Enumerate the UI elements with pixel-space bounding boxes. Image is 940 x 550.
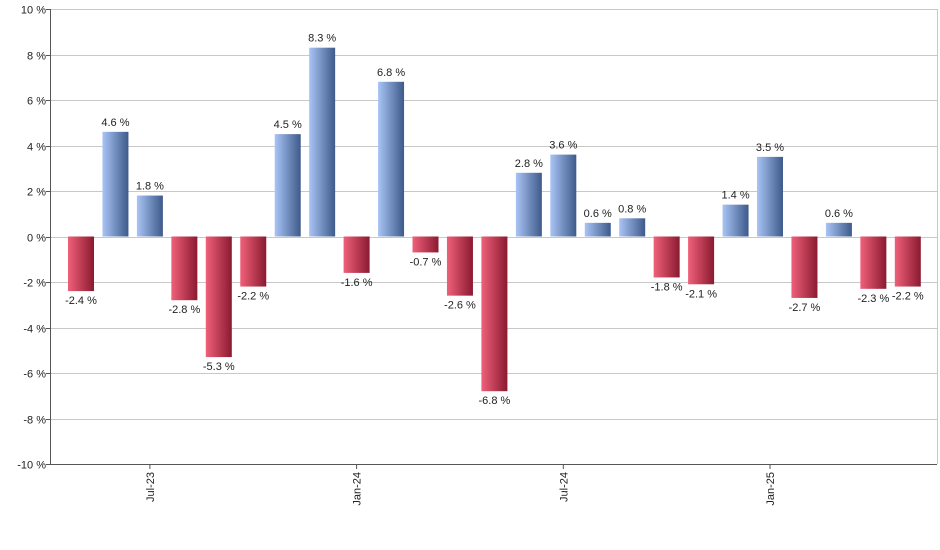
y-tick-label: 0 % — [27, 233, 46, 245]
y-tick-label: 6 % — [27, 96, 46, 108]
data-label: -2.2 % — [892, 291, 924, 303]
y-tick-label: -10 % — [17, 460, 46, 472]
axes: 10 % 8 % 6 % 4 % 2 % 0 % -2 % -4 % -6 % -8 % -10 %… — [17, 5, 937, 506]
x-tick-label: Jul-24 — [558, 472, 570, 502]
data-label: 1.8 % — [136, 181, 164, 193]
bar — [825, 222, 852, 237]
data-label: 4.6 % — [101, 117, 129, 129]
bar — [584, 222, 611, 237]
data-label: 8.3 % — [308, 33, 336, 45]
bar — [171, 236, 198, 301]
y-tick-label: -2 % — [23, 278, 46, 290]
bar — [378, 81, 405, 237]
bar — [240, 236, 267, 287]
data-label: 0.8 % — [618, 203, 646, 215]
data-label: -2.3 % — [857, 293, 889, 305]
data-labels: -2.4 % 4.6 % 1.8 % -2.8 % -5.3 % -2.2 % 4.5 % 8… — [65, 33, 924, 408]
bar — [515, 172, 542, 237]
data-label: -6.8 % — [479, 395, 511, 407]
data-label: -2.7 % — [789, 302, 821, 314]
y-tick-label: -6 % — [23, 369, 46, 381]
data-label: 1.4 % — [721, 190, 749, 202]
data-label: 3.6 % — [549, 140, 577, 152]
bar — [343, 236, 370, 273]
bar — [205, 236, 232, 358]
bar — [757, 156, 783, 237]
bar — [412, 236, 439, 253]
data-label: -0.7 % — [410, 256, 442, 268]
data-label: 0.6 % — [584, 208, 612, 220]
bar — [894, 236, 921, 287]
x-tick-label: Jan-25 — [765, 472, 777, 506]
y-tick-label: -8 % — [23, 415, 46, 427]
bar — [619, 218, 646, 237]
bar — [791, 236, 818, 298]
y-tick-label: 10 % — [21, 5, 46, 17]
bar — [481, 236, 508, 392]
x-tick-label: Jul-23 — [145, 472, 157, 502]
data-label: 4.5 % — [274, 119, 302, 131]
bars — [68, 47, 921, 392]
data-label: -1.8 % — [651, 281, 683, 293]
y-tick-label: 4 % — [27, 142, 46, 154]
data-label: -2.4 % — [65, 295, 97, 307]
x-tick-label: Jan-24 — [352, 472, 364, 506]
data-label: -2.2 % — [237, 291, 269, 303]
y-tick-label: -4 % — [23, 324, 46, 336]
data-label: -2.8 % — [168, 304, 200, 316]
data-label: 0.6 % — [825, 208, 853, 220]
data-label: 6.8 % — [377, 67, 405, 79]
bar — [688, 236, 715, 285]
bar — [136, 195, 163, 237]
bar — [550, 154, 577, 237]
data-label: -2.1 % — [685, 288, 717, 300]
bar — [653, 236, 680, 278]
bar — [722, 204, 749, 237]
data-label: 3.5 % — [756, 142, 784, 154]
bar — [68, 236, 94, 292]
bar — [274, 134, 301, 237]
bar — [309, 47, 336, 237]
data-label: -1.6 % — [341, 277, 373, 289]
bar — [446, 236, 473, 296]
bar — [102, 131, 129, 237]
data-label: -2.6 % — [444, 300, 476, 312]
data-label: -5.3 % — [203, 361, 235, 373]
y-tick-label: 8 % — [27, 51, 46, 63]
data-label: 2.8 % — [515, 158, 543, 170]
bar — [860, 236, 887, 289]
y-tick-label: 2 % — [27, 187, 46, 199]
